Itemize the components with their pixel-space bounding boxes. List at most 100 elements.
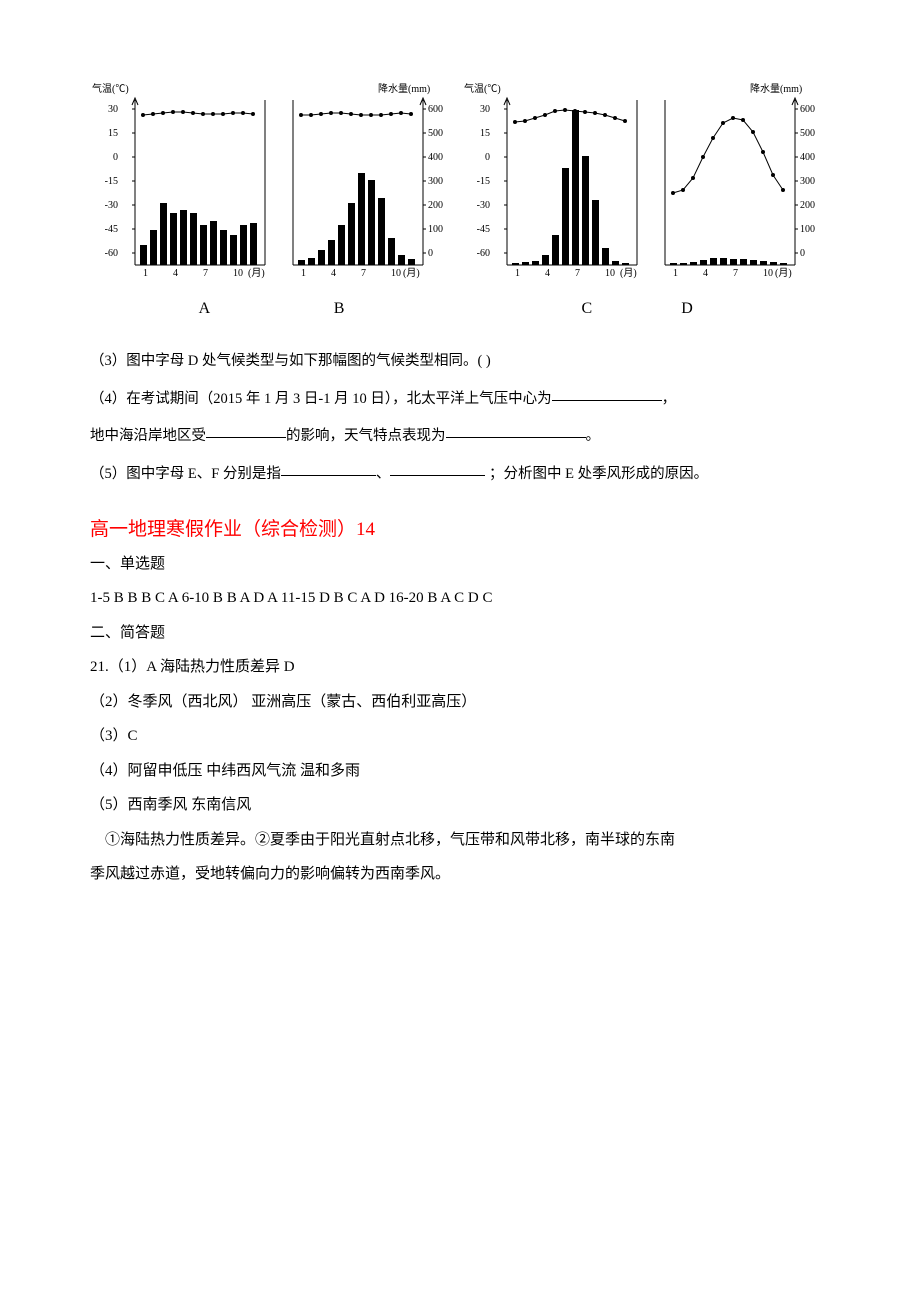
- axis-label-temp: 气温(℃): [92, 82, 129, 95]
- chart-c-svg: 气温(℃) 30 15 0 -15 -30 -45 -60: [462, 80, 642, 280]
- svg-text:10: 10: [391, 268, 401, 279]
- svg-text:(月): (月): [620, 267, 637, 279]
- q4-text-d: 的影响，天气特点表现为: [286, 428, 446, 444]
- svg-text:300: 300: [428, 176, 443, 187]
- chart-b-svg: 降水量(mm) 600 500 400 300 200 100 0: [273, 80, 458, 280]
- answer-21-1: 21.（1）A 海陆热力性质差异 D: [90, 650, 830, 685]
- svg-text:30: 30: [480, 104, 490, 115]
- svg-text:-15: -15: [105, 176, 118, 187]
- chart-c: 气温(℃) 30 15 0 -15 -30 -45 -60: [462, 80, 642, 285]
- q4-text-a: （4）在考试期间（2015 年 1 月 3 日-1 月 10 日），北太平洋上气…: [90, 391, 552, 407]
- svg-text:1: 1: [515, 268, 520, 279]
- svg-text:7: 7: [575, 268, 580, 279]
- chart-c-temp-ticks: 30 15 0 -15 -30 -45 -60: [476, 104, 506, 259]
- svg-text:600: 600: [800, 104, 815, 115]
- chart-b: 降水量(mm) 600 500 400 300 200 100 0: [273, 80, 458, 285]
- svg-text:4: 4: [703, 268, 708, 279]
- chart-d-svg: 降水量(mm) 600 500 400 300 200 100 0: [645, 80, 830, 280]
- svg-text:600: 600: [428, 104, 443, 115]
- label-a: A: [90, 300, 279, 318]
- chart-a-temp-ticks: 30 15 0 -15 -30 -45 -60: [105, 104, 135, 259]
- svg-text:(月): (月): [403, 267, 420, 279]
- answer-2: （2）冬季风（西北风） 亚洲高压（蒙古、西伯利亚高压）: [90, 685, 830, 720]
- svg-text:4: 4: [173, 268, 178, 279]
- svg-text:10: 10: [233, 268, 243, 279]
- svg-text:0: 0: [800, 248, 805, 259]
- q5-text-c: ；分析图中 E 处季风形成的原因。: [485, 466, 708, 482]
- svg-text:15: 15: [108, 128, 118, 139]
- svg-text:15: 15: [480, 128, 490, 139]
- svg-text:500: 500: [800, 128, 815, 139]
- svg-text:200: 200: [800, 200, 815, 211]
- chart-d-bars: [670, 258, 787, 265]
- svg-text:(月): (月): [248, 267, 265, 279]
- chart-a-temp-line: [141, 110, 255, 117]
- svg-text:-30: -30: [476, 200, 489, 211]
- svg-text:30: 30: [108, 104, 118, 115]
- svg-text:4: 4: [331, 268, 336, 279]
- svg-text:0: 0: [428, 248, 433, 259]
- svg-text:-45: -45: [476, 224, 489, 235]
- label-b: B: [279, 300, 483, 318]
- svg-text:400: 400: [428, 152, 443, 163]
- svg-text:-30: -30: [105, 200, 118, 211]
- question-3: （3）图中字母 D 处气候类型与如下那幅图的气候类型相同。( ): [90, 343, 830, 381]
- answer-5: （5）西南季风 东南信风: [90, 788, 830, 823]
- blank-q4-1[interactable]: [552, 385, 662, 401]
- chart-d: 降水量(mm) 600 500 400 300 200 100 0: [645, 80, 830, 285]
- mc-answers: 1-5 B B B C A 6-10 B B A D A 11-15 D B C…: [90, 581, 830, 616]
- chart-a-bars: [140, 203, 257, 265]
- answer-explain-2: 季风越过赤道，受地转偏向力的影响偏转为西南季风。: [90, 857, 830, 892]
- svg-text:1: 1: [673, 268, 678, 279]
- section-2-header: 二、简答题: [90, 616, 830, 651]
- chart-b-precip-ticks: 600 500 400 300 200 100 0: [423, 104, 443, 259]
- chart-option-labels: A B C D: [90, 300, 830, 318]
- q5-text-b: 、: [376, 466, 391, 482]
- q4-text-b: ，: [662, 391, 677, 407]
- svg-text:300: 300: [800, 176, 815, 187]
- section-1-header: 一、单选题: [90, 547, 830, 582]
- blank-q5-2[interactable]: [390, 461, 485, 477]
- answer-4: （4）阿留申低压 中纬西风气流 温和多雨: [90, 754, 830, 789]
- svg-text:200: 200: [428, 200, 443, 211]
- question-5: （5）图中字母 E、F 分别是指 、 ；分析图中 E 处季风形成的原因。: [90, 456, 830, 494]
- svg-text:(月): (月): [775, 267, 792, 279]
- svg-text:7: 7: [203, 268, 208, 279]
- svg-text:100: 100: [800, 224, 815, 235]
- svg-text:0: 0: [113, 152, 118, 163]
- svg-text:1: 1: [301, 268, 306, 279]
- blank-q5-1[interactable]: [281, 461, 376, 477]
- chart-a: 气温(℃) 30 15 0 -15 -30 -45 -60: [90, 80, 270, 285]
- svg-text:1: 1: [143, 268, 148, 279]
- chart-a-svg: 气温(℃) 30 15 0 -15 -30 -45 -60: [90, 80, 270, 280]
- chart-d-precip-ticks: 600 500 400 300 200 100 0: [795, 104, 815, 259]
- q5-text-a: （5）图中字母 E、F 分别是指: [90, 466, 281, 482]
- svg-text:气温(℃): 气温(℃): [464, 82, 501, 95]
- answer-title: 高一地理寒假作业（综合检测）14: [90, 514, 830, 541]
- svg-text:0: 0: [485, 152, 490, 163]
- svg-text:7: 7: [733, 268, 738, 279]
- label-c: C: [483, 300, 662, 318]
- chart-b-bars: [298, 173, 415, 265]
- answer-3: （3）C: [90, 719, 830, 754]
- chart-b-temp-line: [299, 111, 413, 117]
- svg-text:7: 7: [361, 268, 366, 279]
- label-d: D: [661, 300, 830, 318]
- svg-text:降水量(mm): 降水量(mm): [750, 82, 802, 95]
- question-4-line1: （4）在考试期间（2015 年 1 月 3 日-1 月 10 日），北太平洋上气…: [90, 381, 830, 419]
- svg-text:-60: -60: [476, 248, 489, 259]
- svg-text:400: 400: [800, 152, 815, 163]
- svg-text:4: 4: [545, 268, 550, 279]
- svg-text:100: 100: [428, 224, 443, 235]
- climate-charts-row: 气温(℃) 30 15 0 -15 -30 -45 -60: [90, 80, 830, 285]
- question-4-line2: 地中海沿岸地区受的影响，天气特点表现为。: [90, 418, 830, 456]
- svg-text:-60: -60: [105, 248, 118, 259]
- axis-label-precip: 降水量(mm): [378, 82, 430, 95]
- blank-q4-2[interactable]: [206, 423, 286, 439]
- chart-c-temp-line: [513, 108, 627, 124]
- blank-q4-3[interactable]: [446, 423, 586, 439]
- svg-text:-45: -45: [105, 224, 118, 235]
- chart-c-bars: [512, 110, 629, 265]
- svg-text:10: 10: [605, 268, 615, 279]
- q4-text-c: 地中海沿岸地区受: [90, 428, 206, 444]
